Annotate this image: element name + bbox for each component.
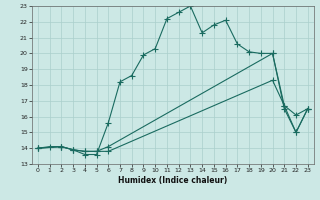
X-axis label: Humidex (Indice chaleur): Humidex (Indice chaleur) <box>118 176 228 185</box>
